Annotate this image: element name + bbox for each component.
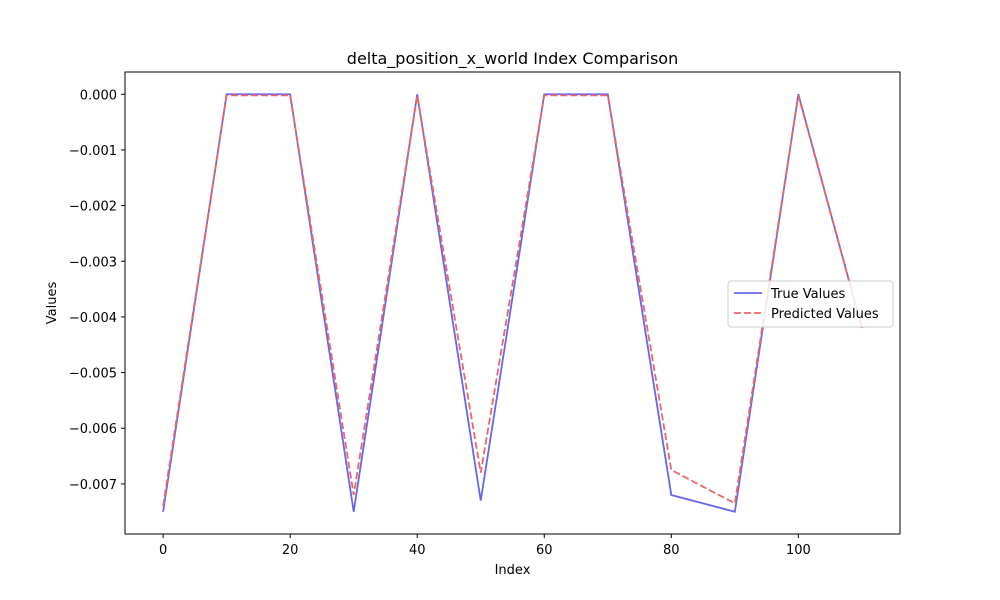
- y-tick-label: −0.003: [69, 255, 117, 270]
- y-axis: 0.000 −0.001 −0.002 −0.003 −0.004 −0.005 −0.00…: [69, 88, 125, 493]
- x-tick-label: 80: [663, 543, 680, 558]
- x-axis: 0 20 40 60 80 100: [159, 534, 811, 558]
- y-tick-label: −0.002: [69, 200, 117, 215]
- series-line-true-values: [162, 93, 863, 513]
- y-tick-label: −0.004: [69, 311, 117, 326]
- y-tick-label: −0.007: [69, 478, 117, 493]
- legend-label: True Values: [770, 287, 845, 302]
- y-tick-label: −0.006: [69, 422, 117, 437]
- legend-box: [727, 280, 894, 328]
- y-tick-label: −0.001: [69, 144, 117, 159]
- y-tick-label: 0.000: [80, 88, 117, 103]
- x-tick-label: 20: [282, 543, 299, 558]
- x-tick-label: 60: [536, 543, 553, 558]
- legend-label: Predicted Values: [771, 307, 879, 322]
- x-tick-label: 0: [159, 543, 167, 558]
- series-layer: [162, 93, 863, 513]
- x-tick-label: 40: [409, 543, 426, 558]
- y-tick-label: −0.005: [69, 367, 117, 382]
- series-line-predicted-values: [162, 94, 863, 507]
- chart-title: delta_position_x_world Index Comparison: [347, 49, 678, 69]
- legend: True Values Predicted Values: [727, 280, 894, 328]
- x-axis-title: Index: [495, 563, 531, 578]
- x-tick-label: 100: [786, 543, 811, 558]
- plot-area-frame: [124, 71, 901, 535]
- y-axis-title: Values: [45, 282, 60, 325]
